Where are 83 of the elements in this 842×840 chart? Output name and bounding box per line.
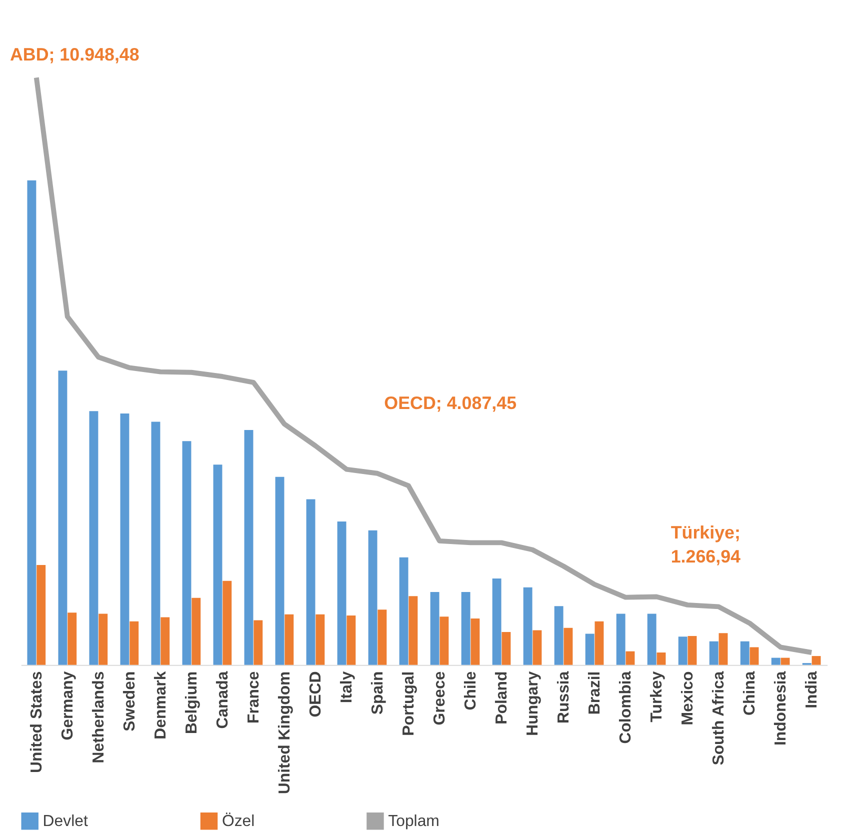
bar	[780, 658, 790, 665]
bar	[430, 592, 440, 665]
annotation: OECD; 4.087,45	[384, 393, 517, 414]
x-tick-label: United Kingdom	[276, 671, 294, 794]
bar	[502, 632, 511, 665]
bar	[27, 180, 36, 665]
bar	[688, 636, 697, 665]
bar	[222, 580, 232, 665]
bar	[346, 616, 356, 665]
bar	[470, 618, 480, 665]
bar	[120, 414, 130, 665]
legend-label: Devlet	[42, 813, 88, 830]
x-tick-label: China	[742, 671, 759, 716]
text: ABD; 10.948,48	[10, 44, 140, 65]
legend-label: Özel	[222, 812, 255, 830]
x-tick-label: South Africa	[710, 671, 728, 766]
x-tick-label: Canada	[214, 671, 232, 729]
bar	[812, 656, 821, 665]
x-tick-label: OECD	[307, 671, 324, 718]
x-tick-label: Indonesia	[772, 671, 790, 746]
x-tick-label: France	[245, 671, 262, 724]
bar	[616, 614, 626, 665]
bar	[585, 634, 594, 665]
x-tick-label: Netherlands	[90, 671, 108, 764]
bar	[771, 658, 780, 665]
bar	[306, 499, 316, 665]
x-tick-label: Italy	[338, 671, 356, 704]
bar	[316, 614, 325, 665]
bar	[36, 565, 46, 665]
bar	[98, 614, 108, 665]
x-tick-label: Greece	[431, 671, 448, 726]
bar	[554, 606, 564, 665]
bar	[244, 430, 254, 665]
x-tick-label: Spain	[369, 671, 386, 715]
bar	[564, 628, 573, 665]
x-tick-label: Turkey	[648, 671, 666, 722]
bar	[709, 641, 718, 665]
bar	[68, 612, 77, 665]
bar	[750, 647, 759, 665]
bar	[337, 522, 346, 665]
x-tick-label: India	[804, 671, 821, 708]
bar	[647, 614, 656, 665]
bar	[594, 621, 604, 665]
bar	[626, 651, 635, 665]
x-tick-label: Colombia	[618, 671, 635, 744]
bar	[130, 621, 139, 665]
x-tick-label: Russia	[555, 671, 572, 724]
x-tick-label: Belgium	[183, 671, 200, 734]
x-tick-label: Sweden	[121, 671, 138, 732]
bar	[58, 370, 68, 665]
bar	[192, 598, 201, 665]
bar	[678, 636, 688, 665]
x-tick-label: Portugal	[400, 671, 418, 736]
bar	[160, 617, 170, 665]
bar	[151, 422, 160, 665]
bar	[532, 630, 542, 665]
bar	[368, 530, 378, 665]
bar	[492, 578, 502, 665]
x-tick-label: Chile	[462, 671, 480, 710]
bar	[740, 641, 750, 665]
x-tick-label: Poland	[493, 671, 510, 724]
bar	[523, 587, 532, 665]
x-tick-label: Germany	[59, 671, 76, 740]
x-tick-label: Denmark	[152, 671, 170, 740]
x-tick-label: Brazil	[586, 671, 604, 715]
bar	[89, 411, 98, 665]
bar	[718, 633, 728, 665]
bar	[182, 441, 192, 665]
bar	[440, 616, 449, 665]
bar	[461, 592, 470, 665]
bar	[213, 464, 222, 665]
x-tick-label: United States	[28, 671, 46, 773]
bar	[284, 614, 294, 665]
x-tick-label: Hungary	[524, 671, 542, 736]
bar	[254, 620, 263, 665]
bar	[275, 476, 284, 665]
bar	[656, 652, 666, 665]
bar	[399, 557, 408, 665]
annotation: Türkiye; 1.266,94	[670, 522, 741, 566]
x-tick-label: Mexico	[680, 671, 697, 726]
bar	[408, 596, 418, 665]
legend-label: Toplam	[388, 813, 440, 830]
bar	[378, 610, 387, 665]
